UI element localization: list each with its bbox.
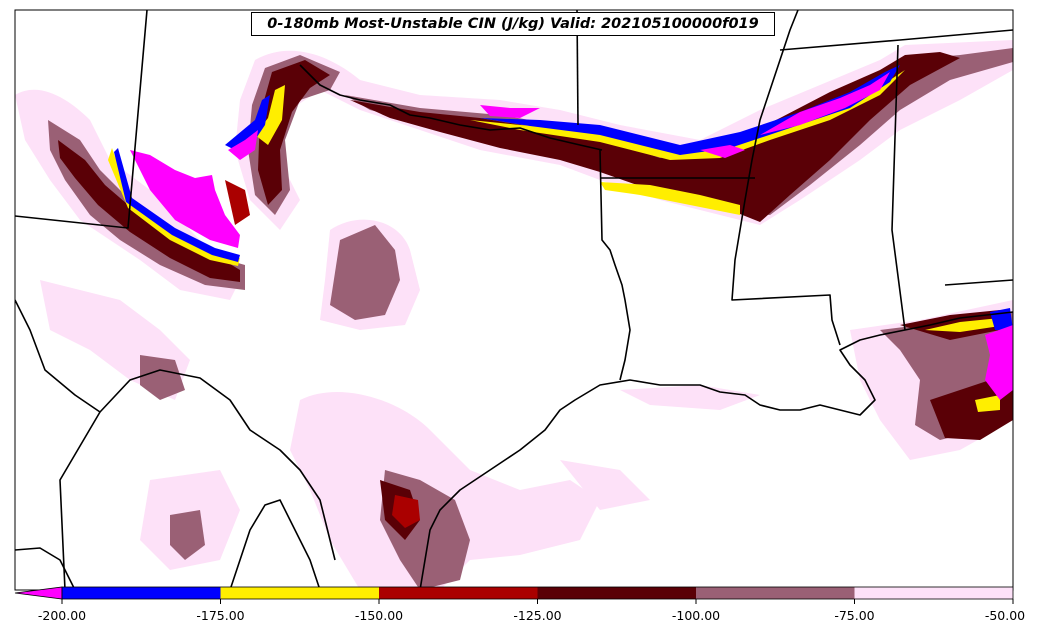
colorbar-bin-6 xyxy=(854,587,1013,599)
state-line-west xyxy=(15,10,148,229)
colorbar-tick-label: -50.00 xyxy=(984,608,1026,623)
mississippi-alabama-border xyxy=(891,44,906,331)
colorbar-tick-label: -175.00 xyxy=(196,608,245,623)
colorbar-tick-label: -125.00 xyxy=(513,608,562,623)
cin-field-red xyxy=(225,180,420,528)
colorbar-tick-label: -75.00 xyxy=(834,608,875,623)
colorbar-bin-3 xyxy=(379,587,538,599)
gulf-coast xyxy=(15,299,1013,590)
colorbar-bin-1 xyxy=(62,587,221,599)
boundaries xyxy=(15,10,1013,590)
arkansas-louisiana-border xyxy=(599,149,631,381)
alabama-georgia-border xyxy=(944,279,1013,286)
colorbar-bin-2 xyxy=(220,587,379,599)
map-title: 0-180mb Most-Unstable CIN (J/kg) Valid: … xyxy=(251,12,775,36)
cin-field-yellow xyxy=(108,70,1000,412)
colorbar-tick-label: -200.00 xyxy=(37,608,87,623)
colorbar-bin-5 xyxy=(696,587,855,599)
colorbar-bin-4 xyxy=(537,587,696,599)
colorbar-tick-label: -150.00 xyxy=(354,608,404,623)
tennessee-line xyxy=(779,29,1013,51)
colorbar-tick-label: -100.00 xyxy=(671,608,721,623)
texas-oklahoma-border xyxy=(299,64,603,151)
mississippi-river xyxy=(731,10,841,346)
colorbar xyxy=(14,586,1014,604)
rio-grande xyxy=(15,499,321,590)
mexico-border xyxy=(59,411,101,590)
cin-field-magenta xyxy=(130,72,1013,400)
